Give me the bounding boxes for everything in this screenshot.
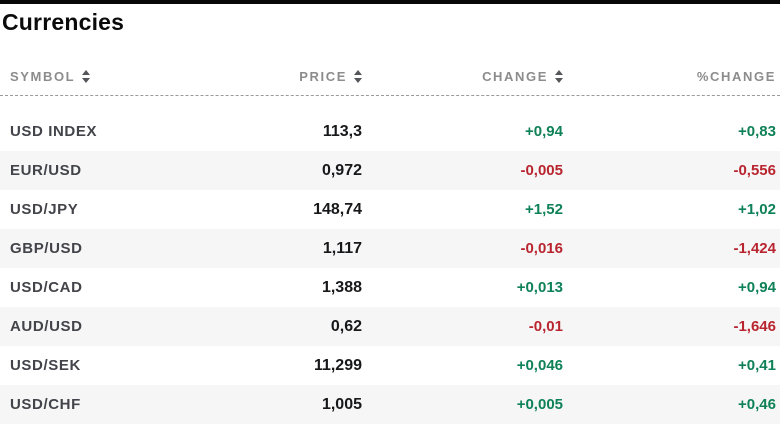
table-body: USD INDEX 113,3 +0,94 +0,83 EUR/USD 0,97… (0, 112, 780, 424)
price-cell: 148,74 (313, 200, 362, 218)
table-row: GBP/USD 1,117 -0,016 -1,424 (0, 229, 780, 268)
column-header-change-label: CHANGE (482, 69, 548, 84)
pct-change-cell: +0,41 (738, 357, 776, 374)
table-row: USD/JPY 148,74 +1,52 +1,02 (0, 190, 780, 229)
price-cell: 0,62 (330, 317, 362, 335)
change-cell: +0,046 (516, 357, 563, 374)
page-title: Currencies (2, 9, 125, 35)
pct-change-cell: +1,02 (738, 201, 776, 218)
change-cell: -0,016 (520, 240, 563, 257)
change-cell: +0,94 (525, 123, 563, 140)
sort-arrows-icon (82, 70, 91, 83)
change-cell: +1,52 (525, 201, 563, 218)
column-header-pct-change-label: %CHANGE (696, 69, 776, 84)
symbol-cell: EUR/USD (10, 162, 82, 179)
column-header-symbol-label: SYMBOL (10, 69, 76, 84)
pct-change-cell: +0,46 (738, 396, 776, 413)
price-cell: 0,972 (321, 161, 362, 179)
symbol-cell: AUD/USD (10, 318, 83, 335)
change-cell: -0,005 (520, 162, 563, 179)
pct-change-cell: +0,94 (738, 279, 776, 296)
top-accent-bar (0, 0, 780, 4)
price-cell: 11,299 (313, 356, 362, 374)
table-row: AUD/USD 0,62 -0,01 -1,646 (0, 307, 780, 346)
pct-change-cell: -1,424 (733, 240, 776, 257)
column-header-change[interactable]: CHANGE (362, 69, 563, 84)
price-cell: 1,388 (321, 278, 362, 296)
table-row: USD/CHF 1,005 +0,005 +0,46 (0, 385, 780, 424)
column-header-price[interactable]: PRICE (220, 69, 362, 84)
symbol-cell: USD/CAD (10, 279, 83, 296)
symbol-cell: GBP/USD (10, 240, 83, 257)
price-cell: 1,117 (322, 239, 362, 257)
pct-change-cell: +0,83 (738, 123, 776, 140)
pct-change-cell: -0,556 (733, 162, 776, 179)
price-cell: 1,005 (321, 395, 362, 413)
table-header: SYMBOL PRICE CHANGE %CHANGE (0, 58, 780, 96)
table-row: USD INDEX 113,3 +0,94 +0,83 (0, 112, 780, 151)
table-row: EUR/USD 0,972 -0,005 -0,556 (0, 151, 780, 190)
table-row: USD/SEK 11,299 +0,046 +0,41 (0, 346, 780, 385)
change-cell: -0,01 (528, 318, 563, 335)
change-cell: +0,013 (516, 279, 563, 296)
sort-arrows-icon (354, 70, 362, 83)
symbol-cell: USD INDEX (10, 123, 98, 140)
symbol-cell: USD/CHF (10, 396, 81, 413)
price-cell: 113,3 (322, 122, 362, 140)
column-header-pct-change[interactable]: %CHANGE (563, 69, 776, 84)
column-header-symbol[interactable]: SYMBOL (0, 69, 220, 84)
sort-arrows-icon (555, 70, 563, 83)
symbol-cell: USD/JPY (10, 201, 79, 218)
symbol-cell: USD/SEK (10, 357, 81, 374)
pct-change-cell: -1,646 (733, 318, 776, 335)
change-cell: +0,005 (516, 396, 563, 413)
column-header-price-label: PRICE (299, 69, 347, 84)
table-row: USD/CAD 1,388 +0,013 +0,94 (0, 268, 780, 307)
currencies-table: SYMBOL PRICE CHANGE %CHANGE USD INDEX 11… (0, 58, 780, 424)
